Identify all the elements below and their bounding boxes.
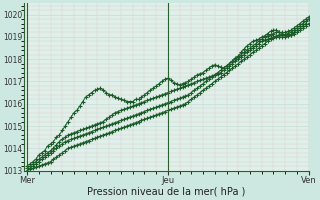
- X-axis label: Pression niveau de la mer( hPa ): Pression niveau de la mer( hPa ): [87, 187, 245, 197]
